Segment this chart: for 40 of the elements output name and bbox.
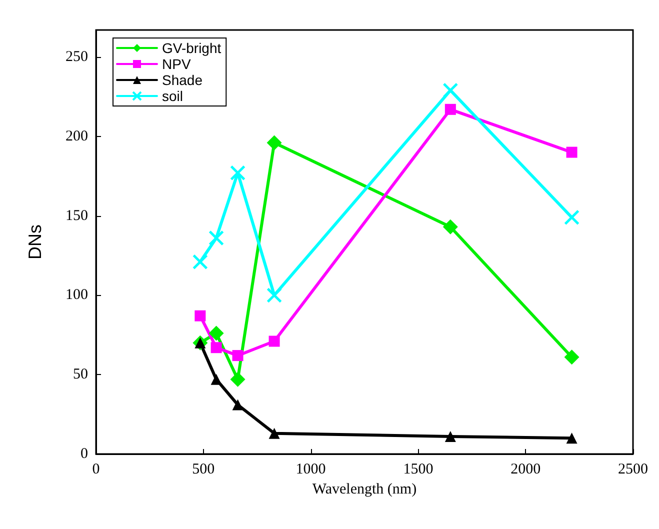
legend-label: soil <box>162 88 184 104</box>
point <box>266 287 282 303</box>
y-tick-label: 150 <box>66 208 88 224</box>
x-tick-label: 0 <box>92 462 100 478</box>
y-axis-title: DNs <box>25 224 45 260</box>
legend-label: GV-bright <box>162 40 222 56</box>
y-tick-label: 0 <box>80 446 88 462</box>
point <box>194 310 206 322</box>
point <box>442 219 458 234</box>
point <box>268 428 280 439</box>
point <box>192 254 208 270</box>
point <box>444 431 456 442</box>
x-tick-label: 1500 <box>403 462 434 478</box>
point <box>566 432 578 444</box>
point <box>268 336 280 347</box>
legend-label: NPV <box>162 56 192 72</box>
point <box>566 146 578 158</box>
point <box>444 104 456 115</box>
point <box>210 374 222 385</box>
point <box>230 372 246 387</box>
x-tick-label: 500 <box>192 462 215 478</box>
point <box>208 326 224 341</box>
point <box>564 350 580 365</box>
point <box>230 165 246 181</box>
point <box>564 210 580 226</box>
y-tick-label: 200 <box>66 128 88 144</box>
y-tick-label: 250 <box>66 48 88 65</box>
x-axis-title: Wavelength (nm) <box>312 481 417 498</box>
y-tick-label: 50 <box>73 366 88 383</box>
legend-label: Shade <box>162 72 203 88</box>
point <box>232 399 244 410</box>
point <box>266 135 282 150</box>
y-tick-label: 100 <box>66 287 88 304</box>
x-tick-label: 2500 <box>618 462 648 478</box>
point <box>232 350 244 362</box>
x-tick-label: 2000 <box>510 462 541 478</box>
point <box>208 230 224 246</box>
x-tick-label: 1000 <box>296 462 326 478</box>
point <box>210 342 222 354</box>
point <box>442 82 458 98</box>
